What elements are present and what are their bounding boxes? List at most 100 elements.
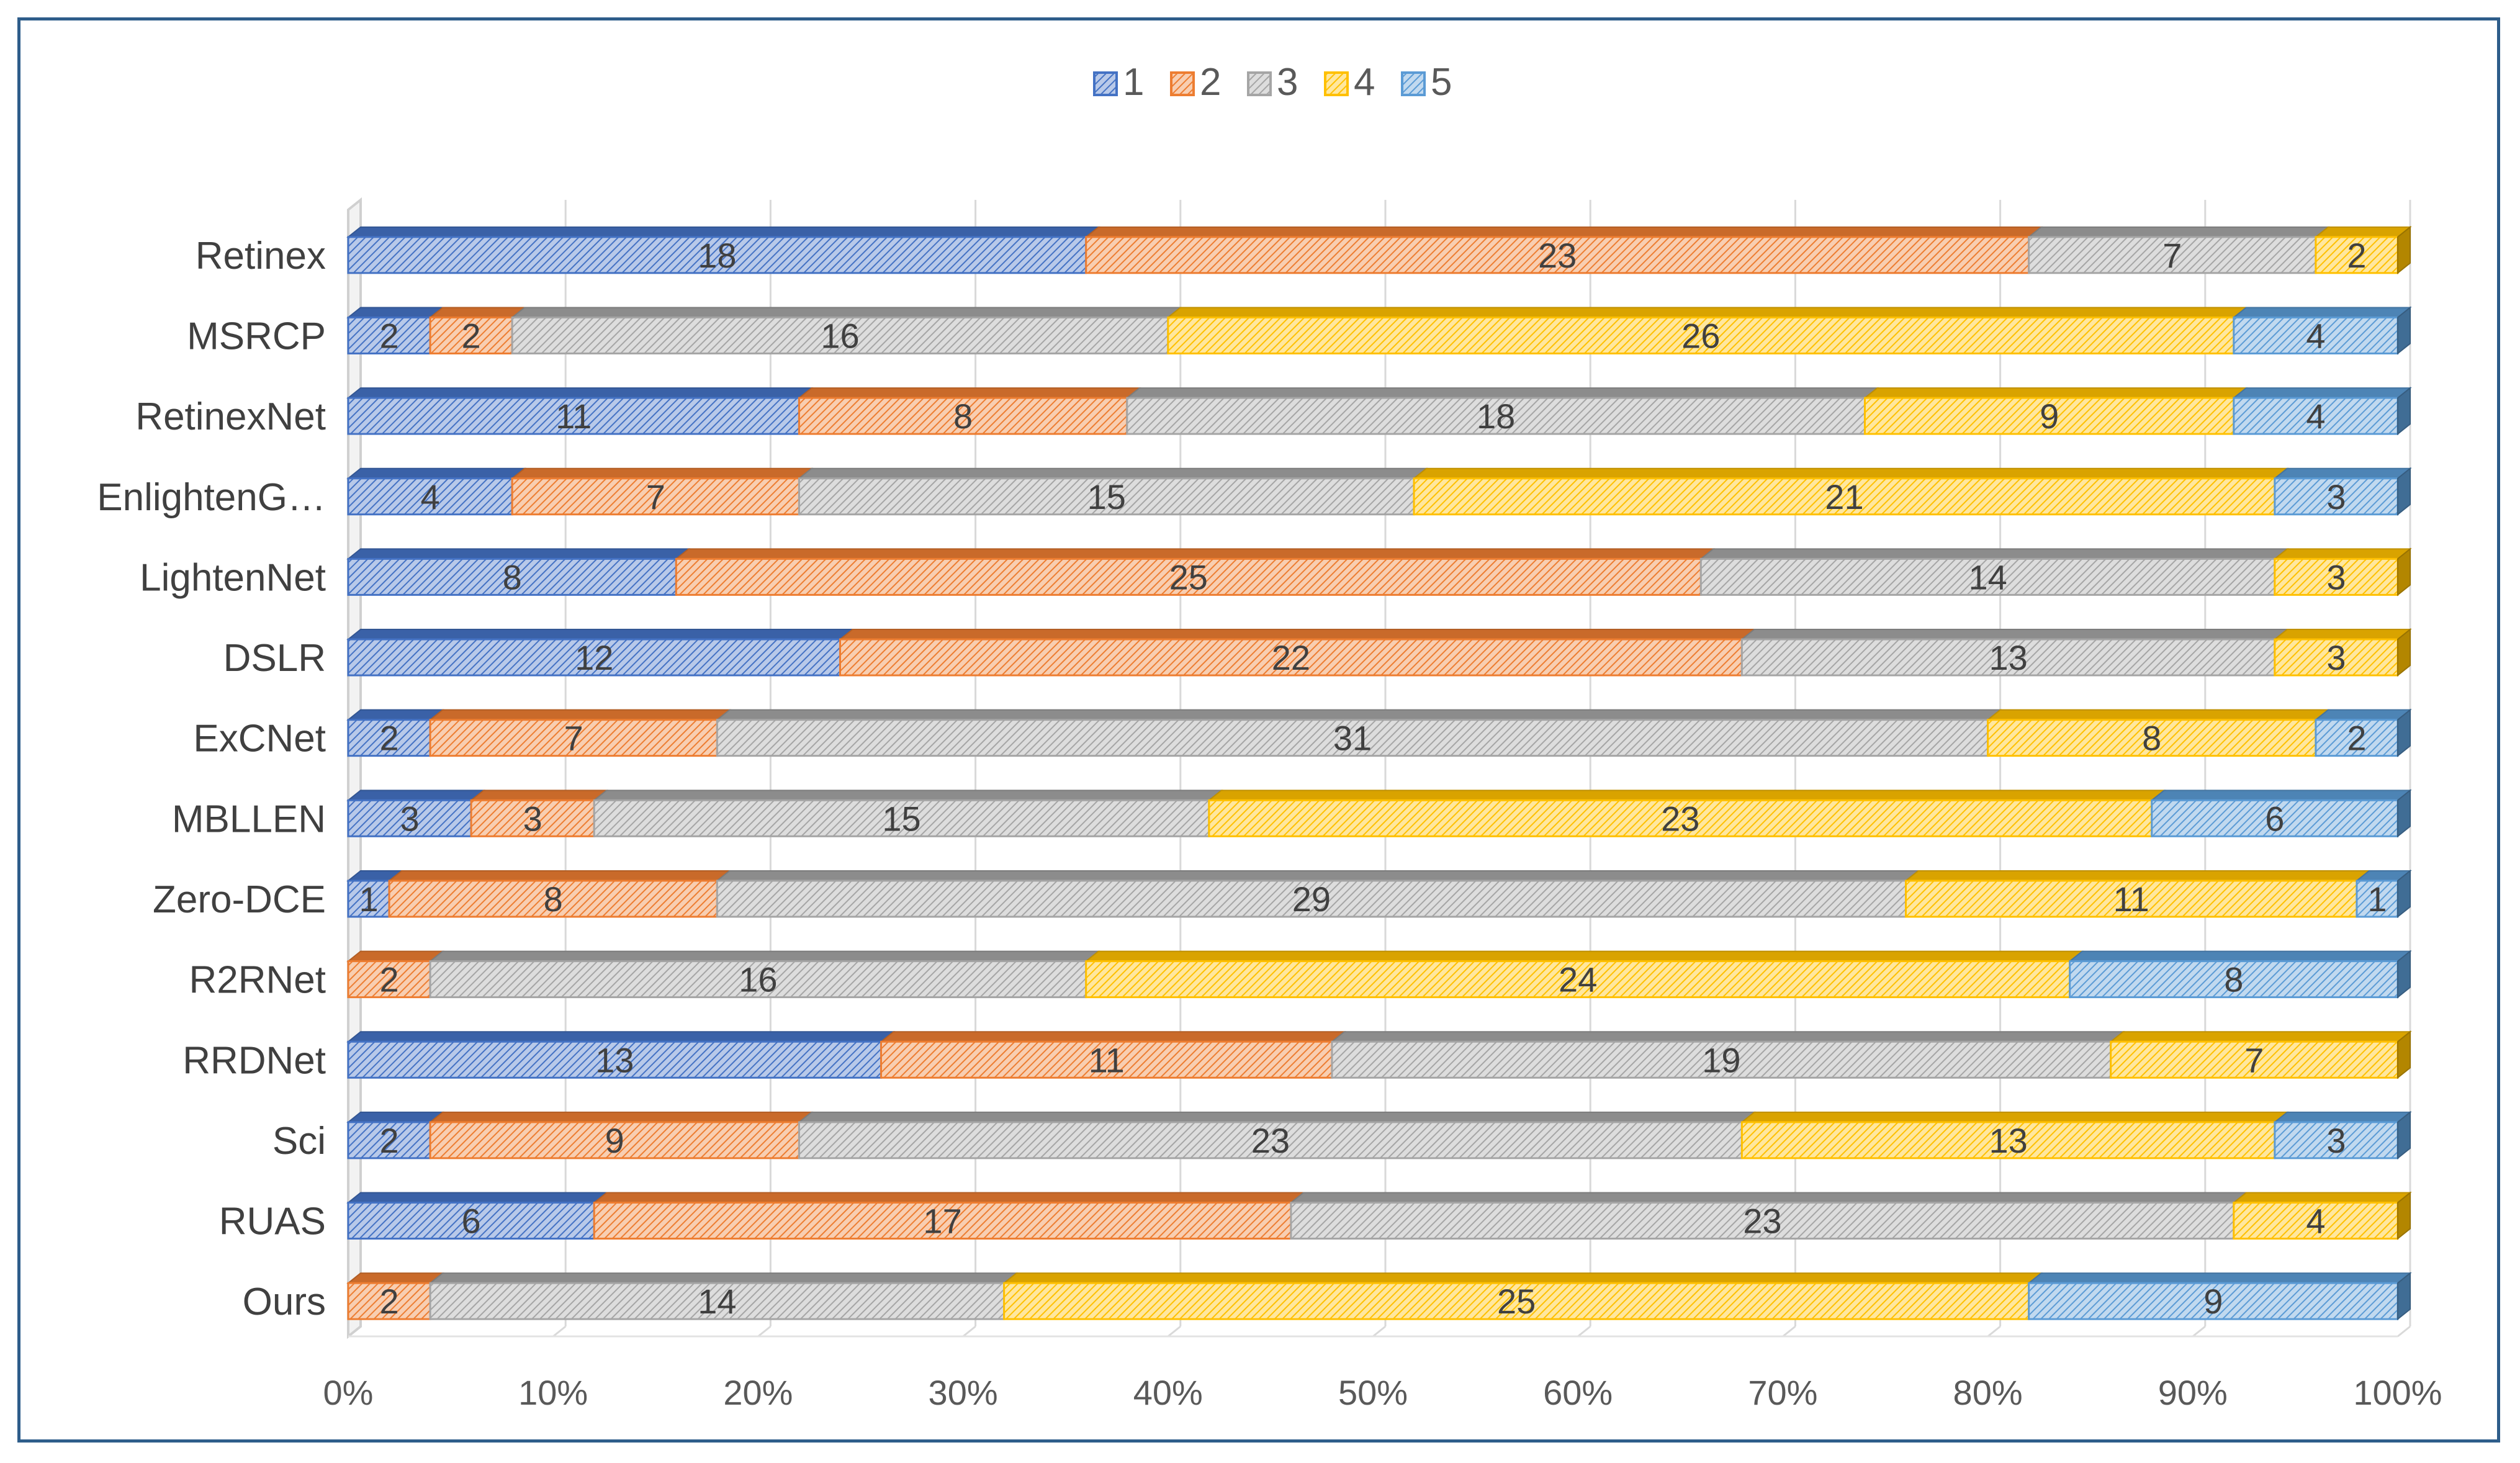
stacked-bar-chart: 18 23 7 22 2 16 26 411 8 18 9 44 7 15 21 38 25 14 312 22 13 3… [97,61,2442,1412]
x-tick-label: 70% [1748,1373,1817,1412]
category-label: RRDNet [182,1039,326,1082]
bar-segment [1290,1202,2235,1240]
data-label: 12 [575,638,613,677]
gridline-floor [1372,1325,1386,1338]
bar-segment [1085,960,2071,999]
gridline-floor [1577,1325,1591,1338]
data-label: 7 [2244,1040,2264,1079]
data-label: 13 [595,1040,634,1079]
x-tick-label: 30% [929,1373,998,1412]
data-label: 4 [2306,316,2325,355]
bar-segment [2028,236,2317,274]
bar-end-cap [2397,387,2411,436]
bar-segment [347,1121,431,1159]
bar-segment [2315,236,2399,274]
data-label: 8 [503,557,522,596]
data-label: 8 [544,880,563,919]
data-label: 25 [1497,1282,1536,1321]
data-label: 3 [2326,557,2346,596]
x-tick-label: 50% [1338,1373,1408,1412]
data-label: 4 [2306,397,2325,436]
bar-segment [1699,557,2276,596]
bar-segment [2274,1121,2399,1159]
gridline-floor [552,1325,567,1338]
bar-segment [593,799,1210,837]
bar-segment [880,1040,1333,1079]
bar-segment [511,477,800,516]
bar-segment [2274,638,2399,677]
bar-segment [429,1121,800,1159]
data-label: 26 [1681,316,1720,355]
data-label: 6 [462,1202,481,1241]
data-label: 3 [400,799,419,838]
data-label: 3 [2326,1121,2346,1160]
legend-swatch [1093,71,1118,96]
bar-segment [2110,1040,2399,1079]
category-label: DSLR [223,637,326,680]
data-label: 11 [556,397,592,436]
data-label: 19 [1702,1040,1740,1079]
x-tick-label: 10% [518,1373,588,1412]
bar-end-cap [2397,869,2411,919]
x-tick-label: 90% [2158,1373,2228,1412]
bar-segment [1331,1040,2112,1079]
data-label: 2 [462,316,481,355]
legend-label: 4 [1354,61,1375,104]
legend-label: 2 [1200,61,1221,104]
data-label: 13 [1989,638,2027,677]
bar-segment [429,960,1087,999]
data-label: 2 [2347,236,2366,275]
data-label: 11 [2113,880,2149,919]
bar-segment [388,880,718,918]
category-label: MSRCP [187,315,326,358]
data-label: 23 [1538,236,1577,275]
bar-segment [2233,397,2399,435]
bar-segment [1208,799,2153,837]
bar-segment [347,960,431,999]
gridline-floor [1167,1325,1181,1338]
data-label: 6 [2265,799,2284,838]
data-label: 2 [379,1121,398,1160]
data-label: 2 [379,960,398,999]
axis-3d-walls [347,197,2398,1339]
bar-end-cap [2397,547,2411,596]
legend-swatch [1170,71,1195,96]
bar-segment [839,638,1743,677]
bar-end-cap [2397,789,2411,838]
legend-swatch [1324,71,1349,96]
x-tick-labels: 0% 10% 20% 30% 40% 50% 60% 70% 80% 90% 100% [323,1373,2442,1412]
legend: 1 2 3 4 5 [1093,61,1452,104]
category-label: LightenNet [140,556,326,599]
data-label: 22 [1272,638,1310,677]
data-label: 31 [1333,719,1372,758]
category-labels: Retinex MSRCP RetinexNet EnlightenG… Lighten… [97,235,326,1323]
bar-segment [593,1202,1292,1240]
data-label: 16 [821,316,859,355]
bar-segment [347,799,472,837]
bar-end-cap [2397,306,2411,355]
x-tick-label: 100% [2353,1373,2442,1412]
data-label: 1 [2367,880,2387,919]
data-label: 16 [739,960,777,999]
bar-segment [2028,1282,2399,1320]
data-label: 8 [2224,960,2243,999]
data-label: 18 [698,236,736,275]
bar-segment [1905,880,2358,918]
category-label: RUAS [219,1200,326,1243]
bar-segment [347,638,841,677]
data-label: 3 [2326,477,2346,516]
category-label: MBLLEN [172,798,326,840]
bar-end-cap [2397,950,2411,999]
bar-segment [347,316,431,354]
data-label: 25 [1169,557,1208,596]
category-label: Sci [272,1120,326,1163]
bar-segment [1167,316,2235,354]
bar-segment [1740,1121,2276,1159]
bar-end-cap [2397,225,2411,274]
data-label: 2 [379,316,398,355]
gridlines [348,200,2411,1338]
data-label: 7 [646,477,665,516]
bar-end-cap [2397,628,2411,677]
bar-segment [2356,880,2399,918]
bar-segment [1413,477,2276,516]
